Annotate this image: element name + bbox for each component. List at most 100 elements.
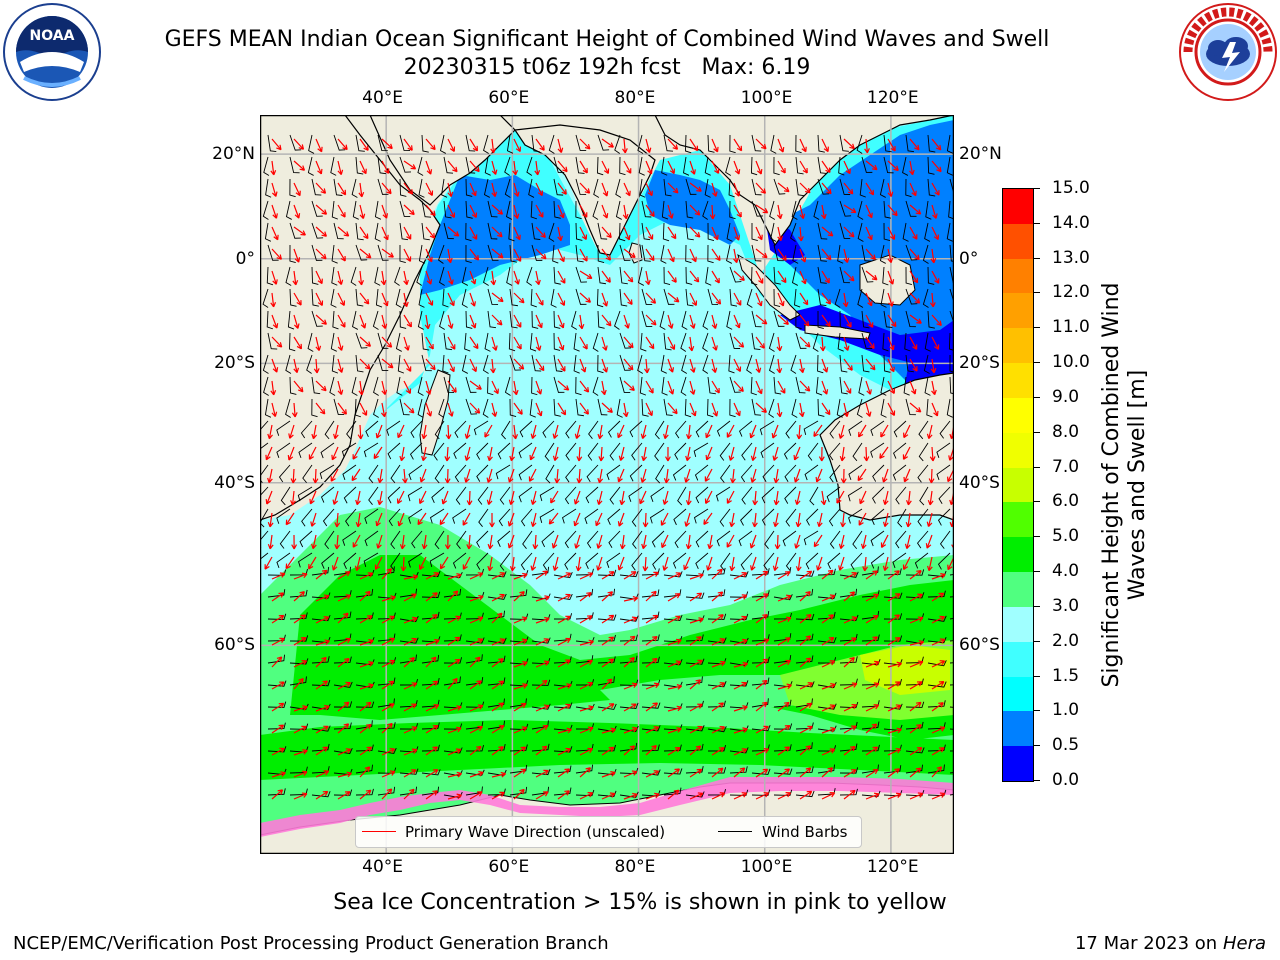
wind-barb [839,354,848,373]
wave-direction-arrow [685,446,691,462]
wind-barb [693,508,709,524]
wave-direction-arrow [909,570,922,580]
wave-direction-arrow [733,204,742,218]
wind-barb [495,464,511,480]
wind-barb [663,266,671,285]
wave-direction-arrow [623,657,635,668]
wave-direction-arrow [403,314,413,328]
wind-barb [685,791,705,798]
wind-barb [584,508,599,525]
colorbar-segment [1003,502,1033,538]
wind-barb [519,420,533,438]
wave-direction-arrow [425,680,439,690]
wind-barb [892,552,907,569]
wave-direction-arrow [777,160,786,174]
wave-direction-arrow [645,726,660,734]
wave-direction-arrow [381,659,395,668]
wave-direction-arrow [931,270,940,284]
wave-direction-arrow [660,512,669,526]
wave-direction-arrow [601,658,615,668]
wave-direction-arrow [552,424,559,439]
wind-barb [903,376,910,396]
wave-direction-arrow [798,402,805,418]
wind-barb [619,791,639,798]
wave-direction-arrow [513,358,525,370]
wave-direction-arrow [645,635,658,646]
wave-direction-arrow [816,556,823,571]
wave-direction-arrow [821,226,834,237]
wave-direction-arrow [578,314,585,330]
wind-barb [663,398,673,416]
wind-barb [847,486,863,502]
wind-barb [399,134,411,152]
wave-direction-arrow [689,358,696,373]
indonesia-blue [770,120,954,405]
wind-barb [597,569,617,577]
wave-direction-arrow [843,380,852,394]
wave-direction-arrow [486,468,493,483]
wind-barb [663,589,682,598]
wave-direction-arrow [799,160,808,174]
wave-direction-arrow [337,138,348,151]
wave-direction-arrow [928,468,935,484]
wind-barb [593,178,600,198]
wave-direction-arrow [777,226,783,242]
wave-direction-arrow [359,661,374,668]
wave-direction-arrow [887,336,895,351]
wave-direction-arrow [337,314,346,328]
wave-direction-arrow [645,270,651,286]
wind-barb [791,398,798,418]
borneo [859,254,916,306]
wind-barb [319,464,335,480]
wave-direction-arrow [447,748,462,756]
wind-barb [278,464,291,483]
wave-direction-arrow [843,637,857,646]
wind-barb [263,156,270,176]
wave-direction-arrow [887,270,895,285]
wave-direction-arrow [293,792,308,800]
wave-direction-arrow [931,138,942,151]
wind-barb [553,572,573,579]
wave-direction-arrow [334,512,341,528]
wind-barb [839,222,851,239]
wind-barb [618,222,626,242]
wave-direction-arrow [642,556,649,572]
wave-direction-arrow [315,639,330,646]
wave-direction-arrow [843,182,854,195]
wave-direction-arrow [425,790,438,800]
wave-direction-arrow [381,204,389,219]
wind-barb [905,178,912,198]
wind-barb [674,442,687,460]
wave-direction-arrow [403,182,414,195]
wind-barb [729,789,749,796]
wind-barb [487,244,499,261]
wind-barb [880,398,887,418]
wind-barb [331,354,339,374]
wave-direction-arrow [887,681,901,690]
wind-barb [387,486,401,504]
wind-barb [320,486,335,503]
wind-barb [619,156,626,176]
wind-barb [751,789,771,796]
wave-direction-arrow [752,490,759,506]
wind-barb [720,552,731,571]
wave-direction-arrow [293,160,306,171]
wind-barb [927,178,936,197]
wave-direction-arrow [337,358,344,373]
wave-direction-arrow [355,490,361,506]
wind-barb [289,244,296,264]
wind-barb [870,552,885,569]
wave-direction-arrow [711,336,718,351]
wave-direction-arrow [689,792,704,800]
wind-barb [861,634,880,642]
wave-direction-arrow [403,657,415,668]
wave-direction-arrow [887,292,894,307]
wind-barb [311,266,319,285]
wave-direction-arrow [287,446,295,461]
wind-barb [729,571,749,578]
wind-barb [702,332,709,352]
wave-direction-arrow [601,591,614,602]
wind-barb [433,442,445,461]
wave-direction-arrow [601,571,615,580]
wave-direction-arrow [381,703,395,712]
